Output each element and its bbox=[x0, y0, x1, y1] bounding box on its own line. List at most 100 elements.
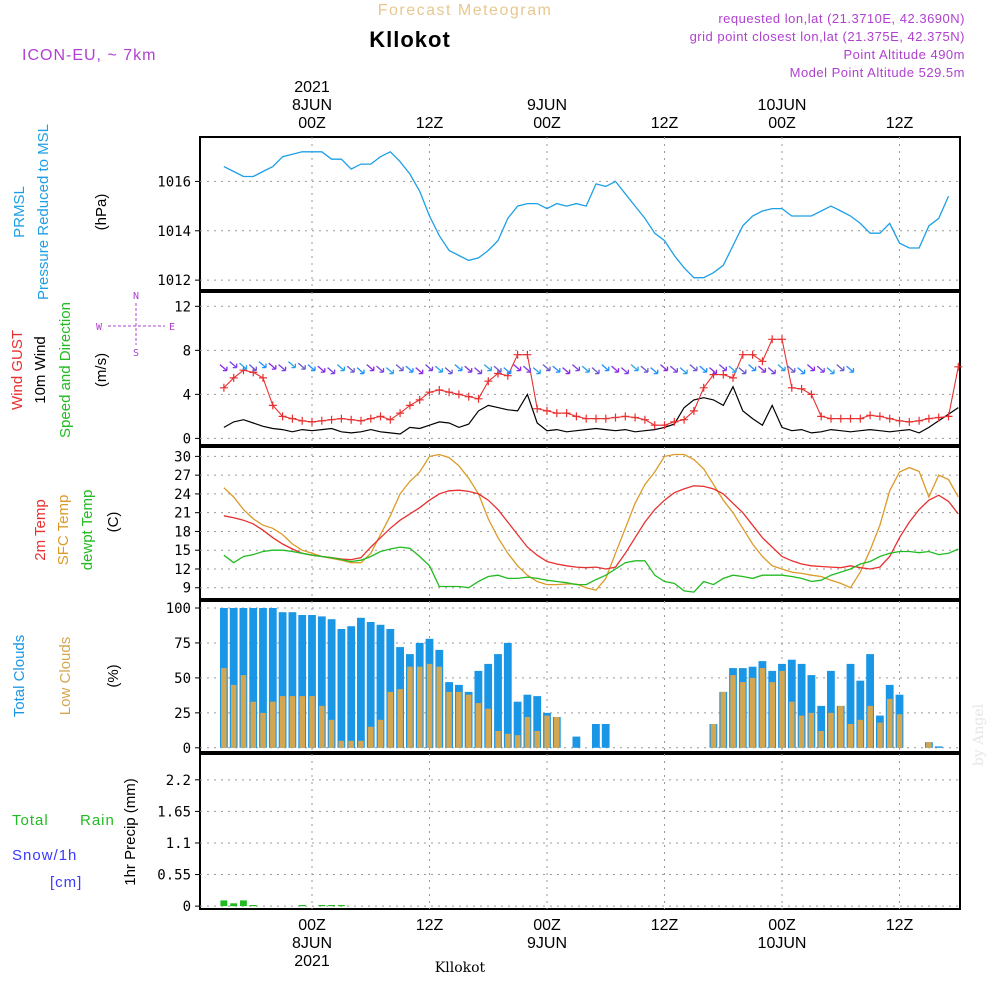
watermark: by Angel bbox=[971, 703, 987, 766]
gust-marker bbox=[386, 415, 395, 424]
gust-marker bbox=[229, 373, 238, 382]
total-cloud-bar bbox=[817, 705, 826, 748]
temperature-frame bbox=[199, 446, 961, 600]
low-cloud-bar bbox=[230, 684, 237, 748]
precip-ytick-label: 1.65 bbox=[157, 804, 191, 820]
gust-marker bbox=[347, 415, 356, 424]
gust-marker bbox=[415, 395, 424, 404]
total-cloud-bar bbox=[533, 696, 542, 748]
prmsl-label-2: Pressure Reduced to MSL bbox=[35, 124, 52, 300]
rain-bar bbox=[230, 903, 238, 907]
rain-label-a: Total bbox=[12, 812, 49, 829]
wind-arrow bbox=[552, 365, 561, 373]
gust-marker bbox=[631, 413, 640, 422]
info-model-altitude: Model Point Altitude 529.5m bbox=[790, 65, 965, 80]
clouds-ytick-label: 0 bbox=[183, 741, 191, 757]
total-cloud-bar bbox=[513, 701, 522, 748]
low-cloud-bar bbox=[720, 691, 726, 748]
gust-marker bbox=[445, 388, 454, 397]
gust-marker bbox=[699, 383, 708, 392]
gust-marker bbox=[513, 350, 522, 359]
wind-arrow bbox=[239, 362, 248, 370]
wind-arrow bbox=[640, 365, 649, 373]
wind-arrow bbox=[836, 364, 845, 372]
pressure-unit: (hPa) bbox=[93, 194, 110, 231]
gust-marker bbox=[592, 414, 600, 423]
total-cloud-bar bbox=[866, 654, 874, 748]
clouds-panel: 0 25 50 75 100 bbox=[166, 600, 961, 757]
wind-arrow bbox=[620, 367, 629, 375]
panels: 1012 1014 1016 0 4 8 12 9 12 15 18 21 24 27 30 0 25 50 75 1… bbox=[157, 136, 963, 915]
low-cloud-bar bbox=[260, 712, 266, 748]
prmsl-label: PRMSL bbox=[11, 186, 28, 238]
total-cloud-bar bbox=[934, 746, 943, 748]
gust-marker bbox=[484, 377, 493, 386]
top-time-label: 10JUN bbox=[758, 97, 807, 114]
low-cloud-bar bbox=[789, 701, 795, 748]
gust-marker bbox=[768, 335, 777, 344]
low-cloud-bar bbox=[877, 722, 883, 748]
low-cloud-bar bbox=[838, 705, 844, 748]
wind-ytick-label: 8 bbox=[183, 343, 191, 359]
gust-marker bbox=[905, 417, 914, 426]
temperature-ytick-label: 9 bbox=[183, 581, 191, 597]
low-cloud-bar bbox=[358, 740, 364, 748]
gust-marker bbox=[572, 412, 581, 421]
top-time-label: 00Z bbox=[533, 115, 561, 132]
gust-marker bbox=[601, 414, 610, 423]
temperature-ytick-label: 12 bbox=[174, 562, 191, 578]
gust-marker bbox=[787, 383, 796, 392]
wind-ytick-label: 4 bbox=[183, 387, 191, 403]
wind-arrow bbox=[425, 364, 434, 372]
wind-arrow bbox=[229, 361, 238, 369]
wind-arrow bbox=[219, 364, 228, 372]
wind-gust-label: Wind GUST bbox=[9, 330, 26, 410]
wind-arrow bbox=[611, 365, 620, 373]
low-cloud-bar bbox=[514, 735, 521, 748]
gust-marker bbox=[405, 401, 414, 410]
total-cloud-bar bbox=[797, 663, 806, 748]
low-cloud-bar bbox=[289, 696, 296, 748]
low-cloud-bar bbox=[524, 717, 531, 748]
low-cloud-bar bbox=[368, 726, 374, 748]
low-cloud-bar bbox=[828, 712, 834, 748]
total-cloud-bar bbox=[259, 608, 267, 748]
clouds-ytick-label: 100 bbox=[166, 601, 191, 617]
temperature-ytick-label: 24 bbox=[174, 487, 191, 503]
wind-arrow bbox=[444, 367, 453, 375]
low-cloud-bar bbox=[818, 731, 824, 748]
total-cloud-bar bbox=[347, 626, 356, 748]
low-cloud-bar bbox=[554, 717, 560, 748]
gust-marker bbox=[680, 415, 689, 424]
wind-arrow bbox=[395, 364, 404, 372]
low-cloud-bar bbox=[417, 666, 423, 748]
wind-arrow bbox=[581, 365, 590, 373]
pressure-line bbox=[223, 151, 950, 279]
location-title: Kllokot bbox=[369, 27, 451, 52]
low-cloud-bar bbox=[926, 742, 932, 748]
wind-arrow bbox=[454, 364, 463, 372]
gust-marker bbox=[523, 350, 532, 359]
precip-panel: 0 0.55 1.1 1.65 2.2 bbox=[157, 753, 961, 915]
compass-rose: N S W E bbox=[96, 291, 175, 359]
gust-marker bbox=[543, 406, 551, 415]
total-cloud-bar bbox=[601, 724, 610, 748]
wind-arrow bbox=[718, 364, 727, 372]
low-cloud-bar bbox=[299, 696, 305, 748]
total-cloud-bar bbox=[856, 680, 865, 748]
gust-marker bbox=[660, 421, 669, 430]
wind-arrow bbox=[699, 365, 708, 373]
wind10-line bbox=[223, 385, 959, 435]
bottom-time-label: 12Z bbox=[651, 917, 679, 934]
wind-arrow bbox=[679, 367, 688, 375]
bottom-time-label: 00Z bbox=[533, 917, 561, 934]
wind-arrow bbox=[503, 367, 512, 375]
gust-marker bbox=[866, 411, 875, 420]
total-cloud-bar bbox=[298, 615, 307, 748]
wind-arrow bbox=[738, 367, 747, 375]
gust-marker bbox=[268, 401, 277, 410]
temperature-ytick-label: 21 bbox=[174, 506, 191, 522]
wind-arrow bbox=[366, 364, 375, 372]
gust-marker bbox=[944, 412, 953, 421]
